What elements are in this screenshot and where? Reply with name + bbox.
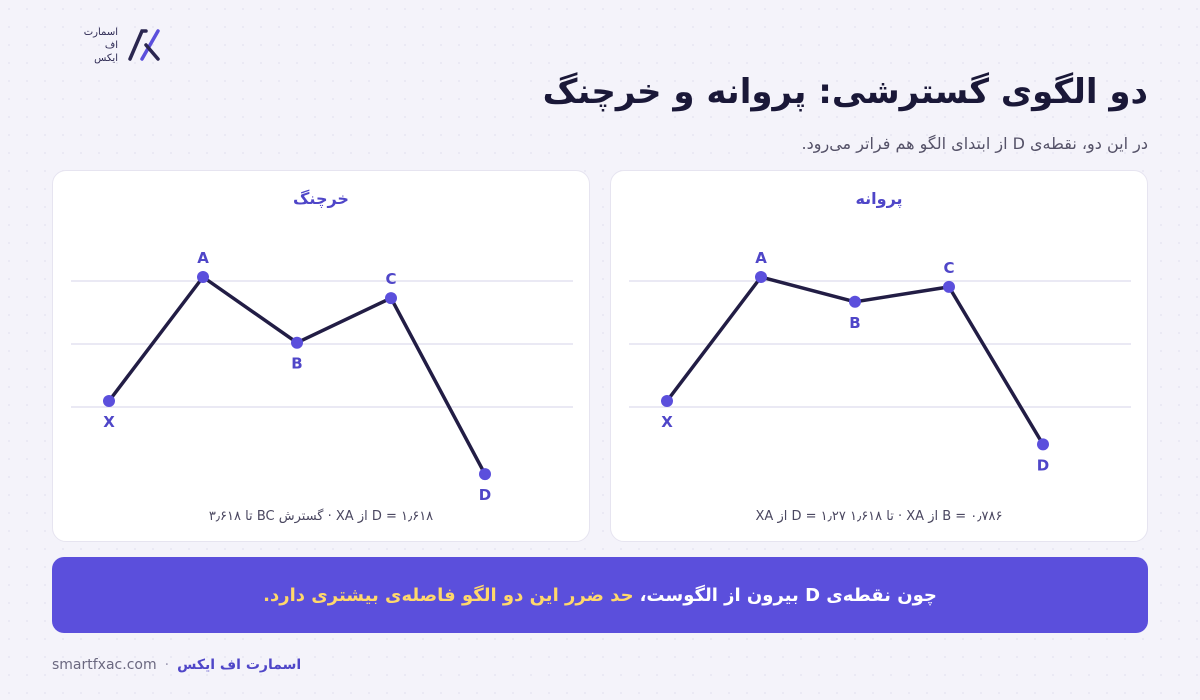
info-banner: چون نقطه‌ی D بیرون از الگوست، حد ضرر این… <box>52 557 1148 633</box>
logo-line-2: اف <box>104 39 118 51</box>
pattern-diagram-crab: X A B C D <box>71 249 573 504</box>
point-d <box>1037 438 1049 451</box>
point-label-c: C <box>385 270 396 288</box>
footer-brand: اسمارت اف ایکس <box>177 657 302 673</box>
logo-line-1: اسمارت <box>83 26 118 38</box>
point-x <box>103 395 115 407</box>
banner-text: چون نقطه‌ی D بیرون از الگوست، <box>639 584 937 606</box>
point-c <box>943 280 955 293</box>
pattern-line <box>107 275 487 476</box>
card-crab: خرچنگ X A B C D D = ۱٫۶۱۸ از XA · گسترش BC ت… <box>52 170 590 542</box>
formula-crab: D = ۱٫۶۱۸ از XA · گسترش BC تا ۳٫۶۱۸ <box>208 509 434 524</box>
page-subtitle: در این دو، نقطه‌ی D از ابتدای الگو هم فر… <box>801 134 1148 153</box>
footer-separator: · <box>164 657 170 673</box>
pattern-diagram-butterfly: X A B C D <box>629 249 1131 474</box>
footer: smartfxac.com · اسمارت اف ایکس <box>52 657 301 673</box>
point-label-c: C <box>943 259 954 277</box>
point-label-x: X <box>103 413 115 431</box>
footer-site[interactable]: smartfxac.com <box>52 657 157 673</box>
point-label-d: D <box>1037 456 1049 474</box>
point-label-d: D <box>479 486 491 504</box>
point-label-b: B <box>849 314 860 332</box>
banner-highlight: حد ضرر این دو الگو فاصله‌ی بیشتری دارد. <box>263 584 634 606</box>
point-label-b: B <box>291 355 302 373</box>
point-x <box>661 395 673 407</box>
card-butterfly: پروانه X A B C D B = ۰٫۷۸۶ از XA · تا ۱٫۶۱۸ … <box>610 170 1148 542</box>
point-a <box>755 271 767 283</box>
point-a <box>197 271 209 283</box>
card-title-crab: خرچنگ <box>293 189 349 208</box>
point-c <box>385 292 397 305</box>
point-d <box>479 468 491 481</box>
formula-butterfly: B = ۰٫۷۸۶ از XA · تا ۱٫۶۱۸ D = ۱٫۲۷ از X… <box>755 509 1003 524</box>
logo-line-3: ایکس <box>94 52 118 64</box>
point-b <box>849 295 861 308</box>
point-label-a: A <box>755 249 767 267</box>
logo: اسمارت اف ایکس <box>74 22 174 68</box>
point-label-a: A <box>197 249 209 267</box>
logo-text: اسمارت اف ایکس <box>74 26 118 65</box>
page-title: دو الگوی گسترشی: پروانه و خرچنگ <box>542 72 1148 112</box>
point-b <box>291 336 303 349</box>
point-label-x: X <box>661 413 673 431</box>
logo-mark-icon <box>128 29 160 61</box>
card-title-butterfly: پروانه <box>855 189 903 208</box>
